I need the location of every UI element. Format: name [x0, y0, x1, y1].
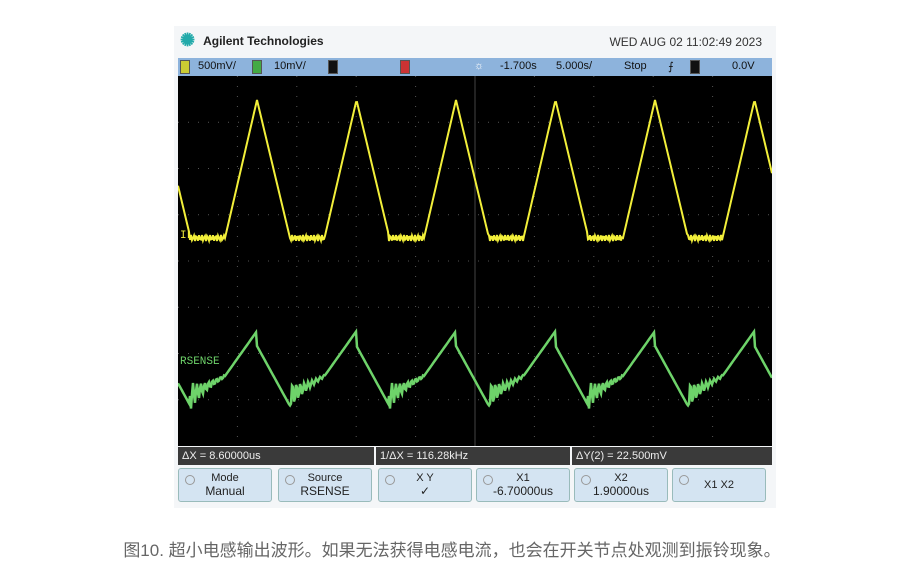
- softkey-4[interactable]: X1 -6.70000us: [476, 468, 570, 502]
- agilent-spark-icon: ✺: [180, 30, 196, 50]
- knob-icon: [483, 475, 493, 485]
- ch3-indicator[interactable]: [328, 60, 338, 74]
- softkey-2[interactable]: Source RSENSE: [278, 468, 372, 502]
- ch1-indicator[interactable]: [180, 60, 190, 74]
- datetime: WED AUG 02 11:02:49 2023: [609, 35, 762, 49]
- oscilloscope-display: ✺ Agilent Technologies WED AUG 02 11:02:…: [174, 26, 776, 508]
- ch1-label: IL: [180, 230, 194, 242]
- knob-icon: [385, 475, 395, 485]
- softkey-6[interactable]: X1 X2: [672, 468, 766, 502]
- ch2-trace: [176, 328, 774, 409]
- softkey-1[interactable]: Mode Manual: [178, 468, 272, 502]
- run-state[interactable]: Stop: [624, 60, 647, 72]
- knob-icon: [581, 475, 591, 485]
- ch2-label: RSENSE: [180, 356, 220, 368]
- status-bar: 500mV/ 10mV/ ☼ -1.700s 5.000s/ Stop ⨍ 0.…: [178, 58, 772, 76]
- knob-icon: [285, 475, 295, 485]
- figure-caption: 图10. 超小电感输出波形。如果无法获得电感电流，也会在开关节点处观测到振铃现象…: [123, 541, 781, 560]
- trigger-source[interactable]: [690, 60, 700, 74]
- waveform-svg: [176, 76, 774, 446]
- delta-y-readout: ΔY(2) = 22.500mV: [572, 447, 772, 465]
- softkey-5[interactable]: X2 1.90000us: [574, 468, 668, 502]
- time-offset[interactable]: -1.700s: [500, 60, 537, 72]
- time-scale[interactable]: 5.000s/: [556, 60, 593, 72]
- trigger-level[interactable]: 0.0V: [732, 60, 755, 72]
- knob-icon: [185, 475, 195, 485]
- brand-logo: ✺ Agilent Technologies: [180, 30, 324, 50]
- knob-icon: [679, 475, 689, 485]
- softkey-3[interactable]: X Y ✓: [378, 468, 472, 502]
- ch1-scale[interactable]: 500mV/: [198, 60, 236, 72]
- inverse-delta-x-readout: 1/ΔX = 116.28kHz: [376, 447, 570, 465]
- trigger-edge-icon: ⨍: [668, 61, 674, 73]
- trigger-position-icon: ☼: [474, 60, 485, 72]
- ch1-trace: [177, 99, 773, 245]
- ch4-indicator[interactable]: [400, 60, 410, 74]
- waveform-area: IL RSENSE: [176, 76, 774, 446]
- ch2-scale[interactable]: 10mV/: [274, 60, 306, 72]
- delta-x-readout: ΔX = 8.60000us: [178, 447, 374, 465]
- ch2-indicator[interactable]: [252, 60, 262, 74]
